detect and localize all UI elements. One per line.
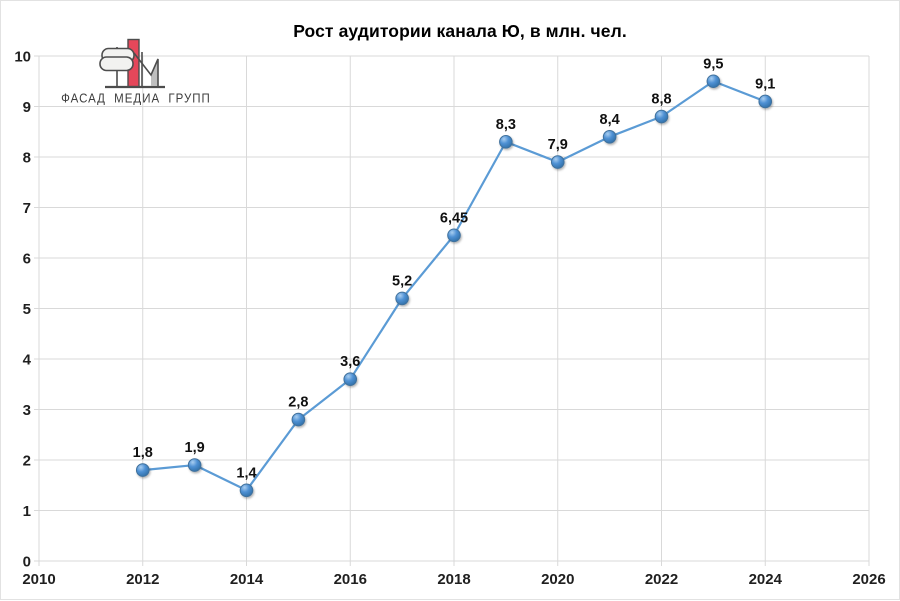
y-tick-label: 2 <box>23 453 31 470</box>
data-point <box>758 94 773 109</box>
data-point <box>706 74 721 89</box>
y-tick-label: 0 <box>23 554 31 571</box>
x-tick-label: 2014 <box>230 571 264 588</box>
x-tick-label: 2022 <box>645 571 678 588</box>
data-point-label: 8,3 <box>496 117 516 133</box>
data-point-label: 1,9 <box>185 440 205 456</box>
data-point <box>550 155 565 169</box>
logo-pill-bottom <box>99 56 134 72</box>
x-tick-label: 2018 <box>437 571 470 588</box>
logo: ФАСАД МЕДИА ГРУПП <box>61 37 211 111</box>
data-point <box>654 109 669 124</box>
y-tick-label: 4 <box>23 352 32 369</box>
y-tick-label: 5 <box>23 301 31 318</box>
data-point <box>343 372 358 387</box>
data-point-label: 9,1 <box>755 76 775 92</box>
y-tick-label: 8 <box>23 150 31 167</box>
data-point <box>395 291 409 306</box>
data-point <box>447 228 461 243</box>
data-point-label: 5,2 <box>392 273 412 289</box>
logo-m-diagonal <box>133 52 159 86</box>
logo-monogram-icon <box>99 38 165 89</box>
data-point-label: 9,5 <box>703 56 723 72</box>
y-tick-label: 3 <box>23 402 31 419</box>
logo-text: ФАСАД МЕДИА ГРУПП <box>61 92 211 106</box>
y-tick-label: 9 <box>23 99 31 116</box>
data-point <box>291 412 306 427</box>
y-tick-label: 7 <box>23 200 31 217</box>
data-point <box>602 130 617 144</box>
data-point-label: 6,45 <box>440 210 468 226</box>
x-tick-label: 2024 <box>749 571 783 588</box>
x-tick-label: 2012 <box>126 571 159 588</box>
data-point-label: 1,4 <box>236 465 256 481</box>
x-tick-label: 2010 <box>22 571 55 588</box>
data-point <box>135 463 150 477</box>
x-tick-label: 2026 <box>852 571 885 588</box>
data-point <box>187 458 202 472</box>
data-point-label: 1,8 <box>133 445 153 461</box>
logo-m-fill <box>151 59 158 86</box>
y-tick-label: 1 <box>23 503 31 520</box>
data-point-label: 3,6 <box>340 354 360 370</box>
chart-title: Рост аудитории канала Ю, в млн. чел. <box>293 21 627 41</box>
x-tick-label: 2020 <box>541 571 574 588</box>
x-tick-label: 2016 <box>334 571 367 588</box>
data-point-label: 2,8 <box>288 395 308 411</box>
data-point-label: 8,8 <box>651 92 671 108</box>
data-point <box>499 135 513 149</box>
y-tick-label: 10 <box>14 49 31 66</box>
data-point-label: 8,4 <box>600 112 620 128</box>
data-point-label: 7,9 <box>548 137 568 153</box>
y-tick-label: 6 <box>23 251 31 268</box>
data-point <box>239 483 254 498</box>
